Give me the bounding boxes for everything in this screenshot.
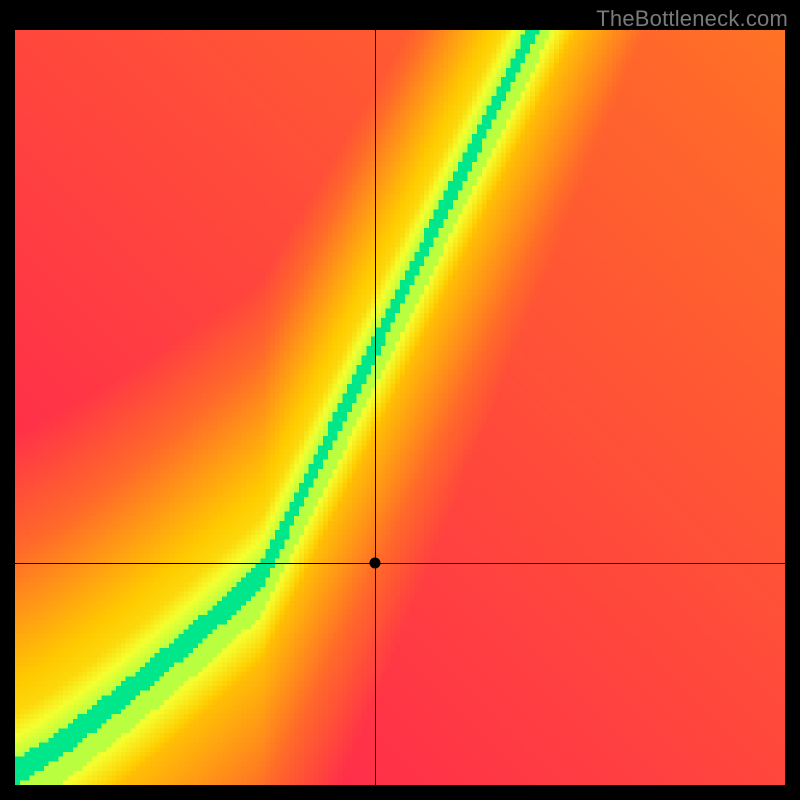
heatmap-canvas (15, 30, 785, 785)
heatmap-plot (15, 30, 785, 785)
crosshair-marker-dot (370, 558, 381, 569)
crosshair-vertical (375, 30, 376, 785)
crosshair-horizontal (15, 563, 785, 564)
watermark-text: TheBottleneck.com (596, 6, 788, 32)
